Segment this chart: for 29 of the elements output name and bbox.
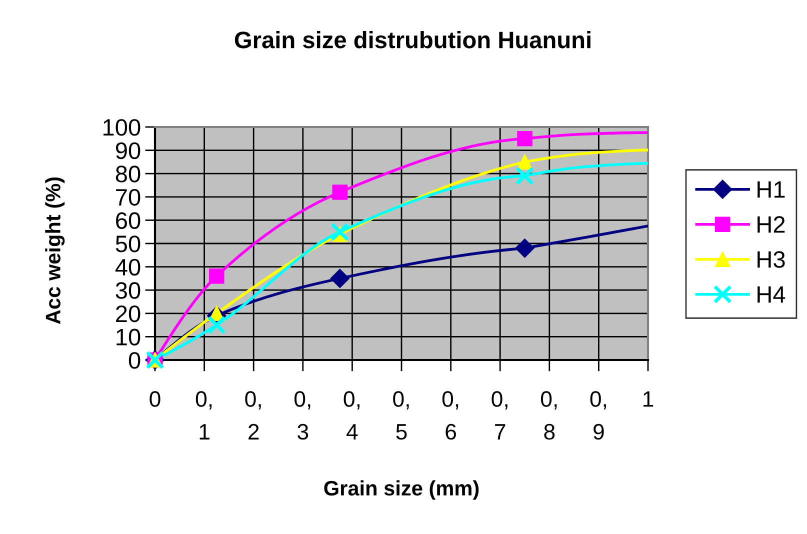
x-tick-label: 0, 2 [245,391,261,440]
y-tick-label: 40 [115,258,140,276]
legend-label: H1 [758,181,785,198]
y-tick-label: 10 [116,328,140,346]
x-tick-label: 0 [150,391,160,407]
y-tick-label: 30 [116,282,140,299]
x-tick-label: 1 [644,391,654,407]
x-tick-label: 0, 1 [196,391,212,440]
legend-label: H2 [758,216,785,233]
x-tick-label: 0, 6 [442,391,458,440]
y-tick-label: 0 [128,352,140,369]
x-tick-label: 0, 4 [344,391,360,440]
legend-label: H4 [758,286,786,303]
y-tick-label: 100 [104,119,140,136]
x-tick-label: 0, 9 [590,391,606,440]
y-axis-title: Acc weight (%) [45,177,65,324]
x-axis-title: Grain size (mm) [324,480,479,500]
x-tick-label: 0, 3 [294,391,310,440]
y-tick-label: 20 [116,305,140,322]
y-tick-label: 90 [116,142,140,160]
x-tick-label: 0, 5 [393,391,409,440]
y-tick-label: 80 [116,166,140,182]
chart-title: Grain size distrubution Huanuni [234,30,590,48]
x-tick-label: 0, 8 [541,391,557,440]
y-tick-label: 70 [116,188,140,206]
y-tick-label: 60 [116,212,140,229]
x-tick-label: 0, 7 [492,391,508,440]
y-tick-label: 50 [116,236,140,252]
legend-label: H3 [758,251,785,268]
